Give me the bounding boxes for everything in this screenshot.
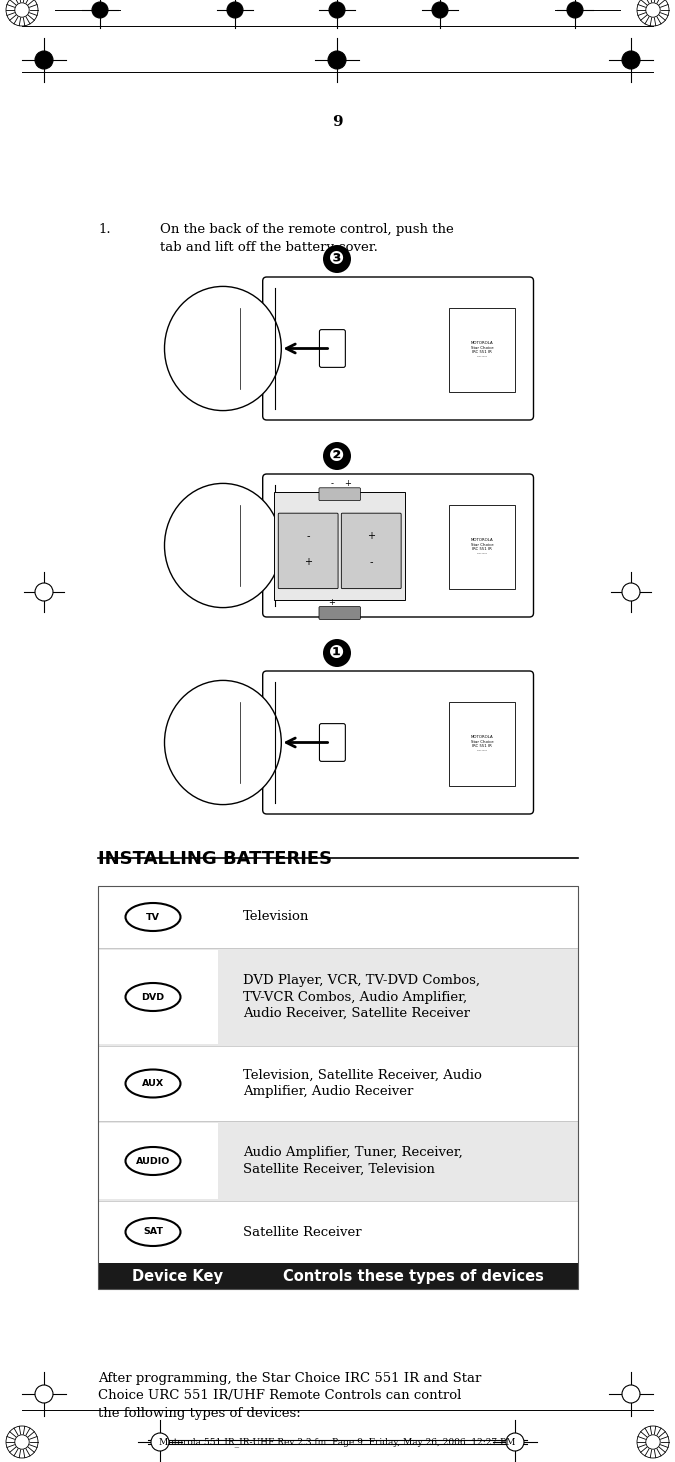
Text: +: + [344, 480, 351, 488]
Text: Audio Amplifier, Tuner, Receiver,
Satellite Receiver, Television: Audio Amplifier, Tuner, Receiver, Satell… [243, 1146, 463, 1175]
Text: MOTOROLA
Star Choice
IRC 551 IR
--------: MOTOROLA Star Choice IRC 551 IR -------- [470, 735, 493, 753]
Text: On the back of the remote control, push the
tab and lift off the battery cover.: On the back of the remote control, push … [160, 224, 454, 253]
Bar [98, 1121, 578, 1200]
Circle shape [567, 1, 583, 18]
Circle shape [622, 583, 640, 601]
Circle shape [151, 1433, 169, 1450]
FancyBboxPatch shape [319, 488, 360, 500]
Circle shape [329, 1, 345, 18]
Bar [98, 1263, 578, 1289]
Text: SAT: SAT [143, 1228, 163, 1237]
Text: Device Key: Device Key [132, 1269, 223, 1284]
Circle shape [432, 1, 448, 18]
Bar [449, 702, 515, 785]
Text: TV: TV [146, 912, 160, 921]
Bar [274, 491, 406, 599]
Circle shape [506, 1433, 524, 1450]
Text: 9: 9 [331, 115, 342, 129]
Ellipse shape [126, 982, 180, 1012]
Circle shape [35, 1385, 53, 1404]
FancyBboxPatch shape [319, 329, 346, 367]
FancyBboxPatch shape [278, 513, 338, 589]
Circle shape [622, 51, 640, 69]
FancyBboxPatch shape [342, 513, 401, 589]
Circle shape [328, 51, 346, 69]
FancyBboxPatch shape [263, 671, 533, 814]
Text: AUDIO: AUDIO [136, 1156, 170, 1165]
FancyBboxPatch shape [319, 724, 346, 762]
Bar [98, 1123, 218, 1199]
Bar [98, 950, 218, 1044]
Text: -: - [306, 531, 310, 541]
Text: INSTALLING BATTERIES: INSTALLING BATTERIES [98, 849, 332, 868]
Ellipse shape [165, 287, 281, 411]
Text: Television, Satellite Receiver, Audio
Amplifier, Audio Receiver: Television, Satellite Receiver, Audio Am… [243, 1069, 482, 1098]
Text: +: + [328, 598, 335, 607]
Text: After programming, the Star Choice IRC 551 IR and Star
Choice URC 551 IR/UHF Rem: After programming, the Star Choice IRC 5… [98, 1371, 481, 1420]
Ellipse shape [126, 1218, 180, 1246]
Bar [98, 947, 578, 1045]
Text: DVD Player, VCR, TV-DVD Combos,
TV-VCR Combos, Audio Amplifier,
Audio Receiver, : DVD Player, VCR, TV-DVD Combos, TV-VCR C… [243, 974, 480, 1020]
Circle shape [35, 583, 53, 601]
Circle shape [35, 51, 53, 69]
Circle shape [622, 1385, 640, 1404]
Text: Controls these types of devices: Controls these types of devices [283, 1269, 544, 1284]
Text: MOTOROLA
Star Choice
IRC 551 IR
--------: MOTOROLA Star Choice IRC 551 IR -------- [470, 342, 493, 358]
Text: ❷: ❷ [329, 447, 345, 465]
Text: -: - [330, 480, 333, 488]
Text: +: + [367, 531, 375, 541]
Ellipse shape [126, 904, 180, 931]
Text: ❸: ❸ [329, 250, 345, 268]
Circle shape [92, 1, 108, 18]
Text: ❶: ❶ [329, 643, 345, 662]
Circle shape [323, 442, 351, 469]
Bar [449, 308, 515, 392]
Text: Satellite Receiver: Satellite Receiver [243, 1225, 362, 1238]
Text: 1.: 1. [98, 224, 111, 235]
Text: DVD: DVD [142, 993, 165, 1001]
Text: MOTOROLA
Star Choice
IRC 551 IR
--------: MOTOROLA Star Choice IRC 551 IR -------- [470, 538, 493, 556]
Text: -: - [369, 557, 373, 567]
Text: Television: Television [243, 911, 309, 924]
Bar [98, 886, 578, 1289]
Text: -: - [346, 598, 349, 607]
FancyBboxPatch shape [263, 276, 533, 420]
Circle shape [323, 639, 351, 667]
FancyBboxPatch shape [319, 607, 360, 620]
Circle shape [323, 246, 351, 273]
Ellipse shape [165, 680, 281, 804]
Ellipse shape [165, 484, 281, 608]
Ellipse shape [126, 1070, 180, 1098]
Ellipse shape [126, 1148, 180, 1175]
Bar [449, 504, 515, 589]
Text: +: + [304, 557, 312, 567]
FancyBboxPatch shape [263, 474, 533, 617]
Circle shape [227, 1, 243, 18]
Text: Motorola 551 IR_IR-UHF Rev 2.3.fm  Page 9  Friday, May 26, 2006  12:27 PM: Motorola 551 IR_IR-UHF Rev 2.3.fm Page 9… [159, 1437, 515, 1447]
Text: AUX: AUX [142, 1079, 164, 1088]
